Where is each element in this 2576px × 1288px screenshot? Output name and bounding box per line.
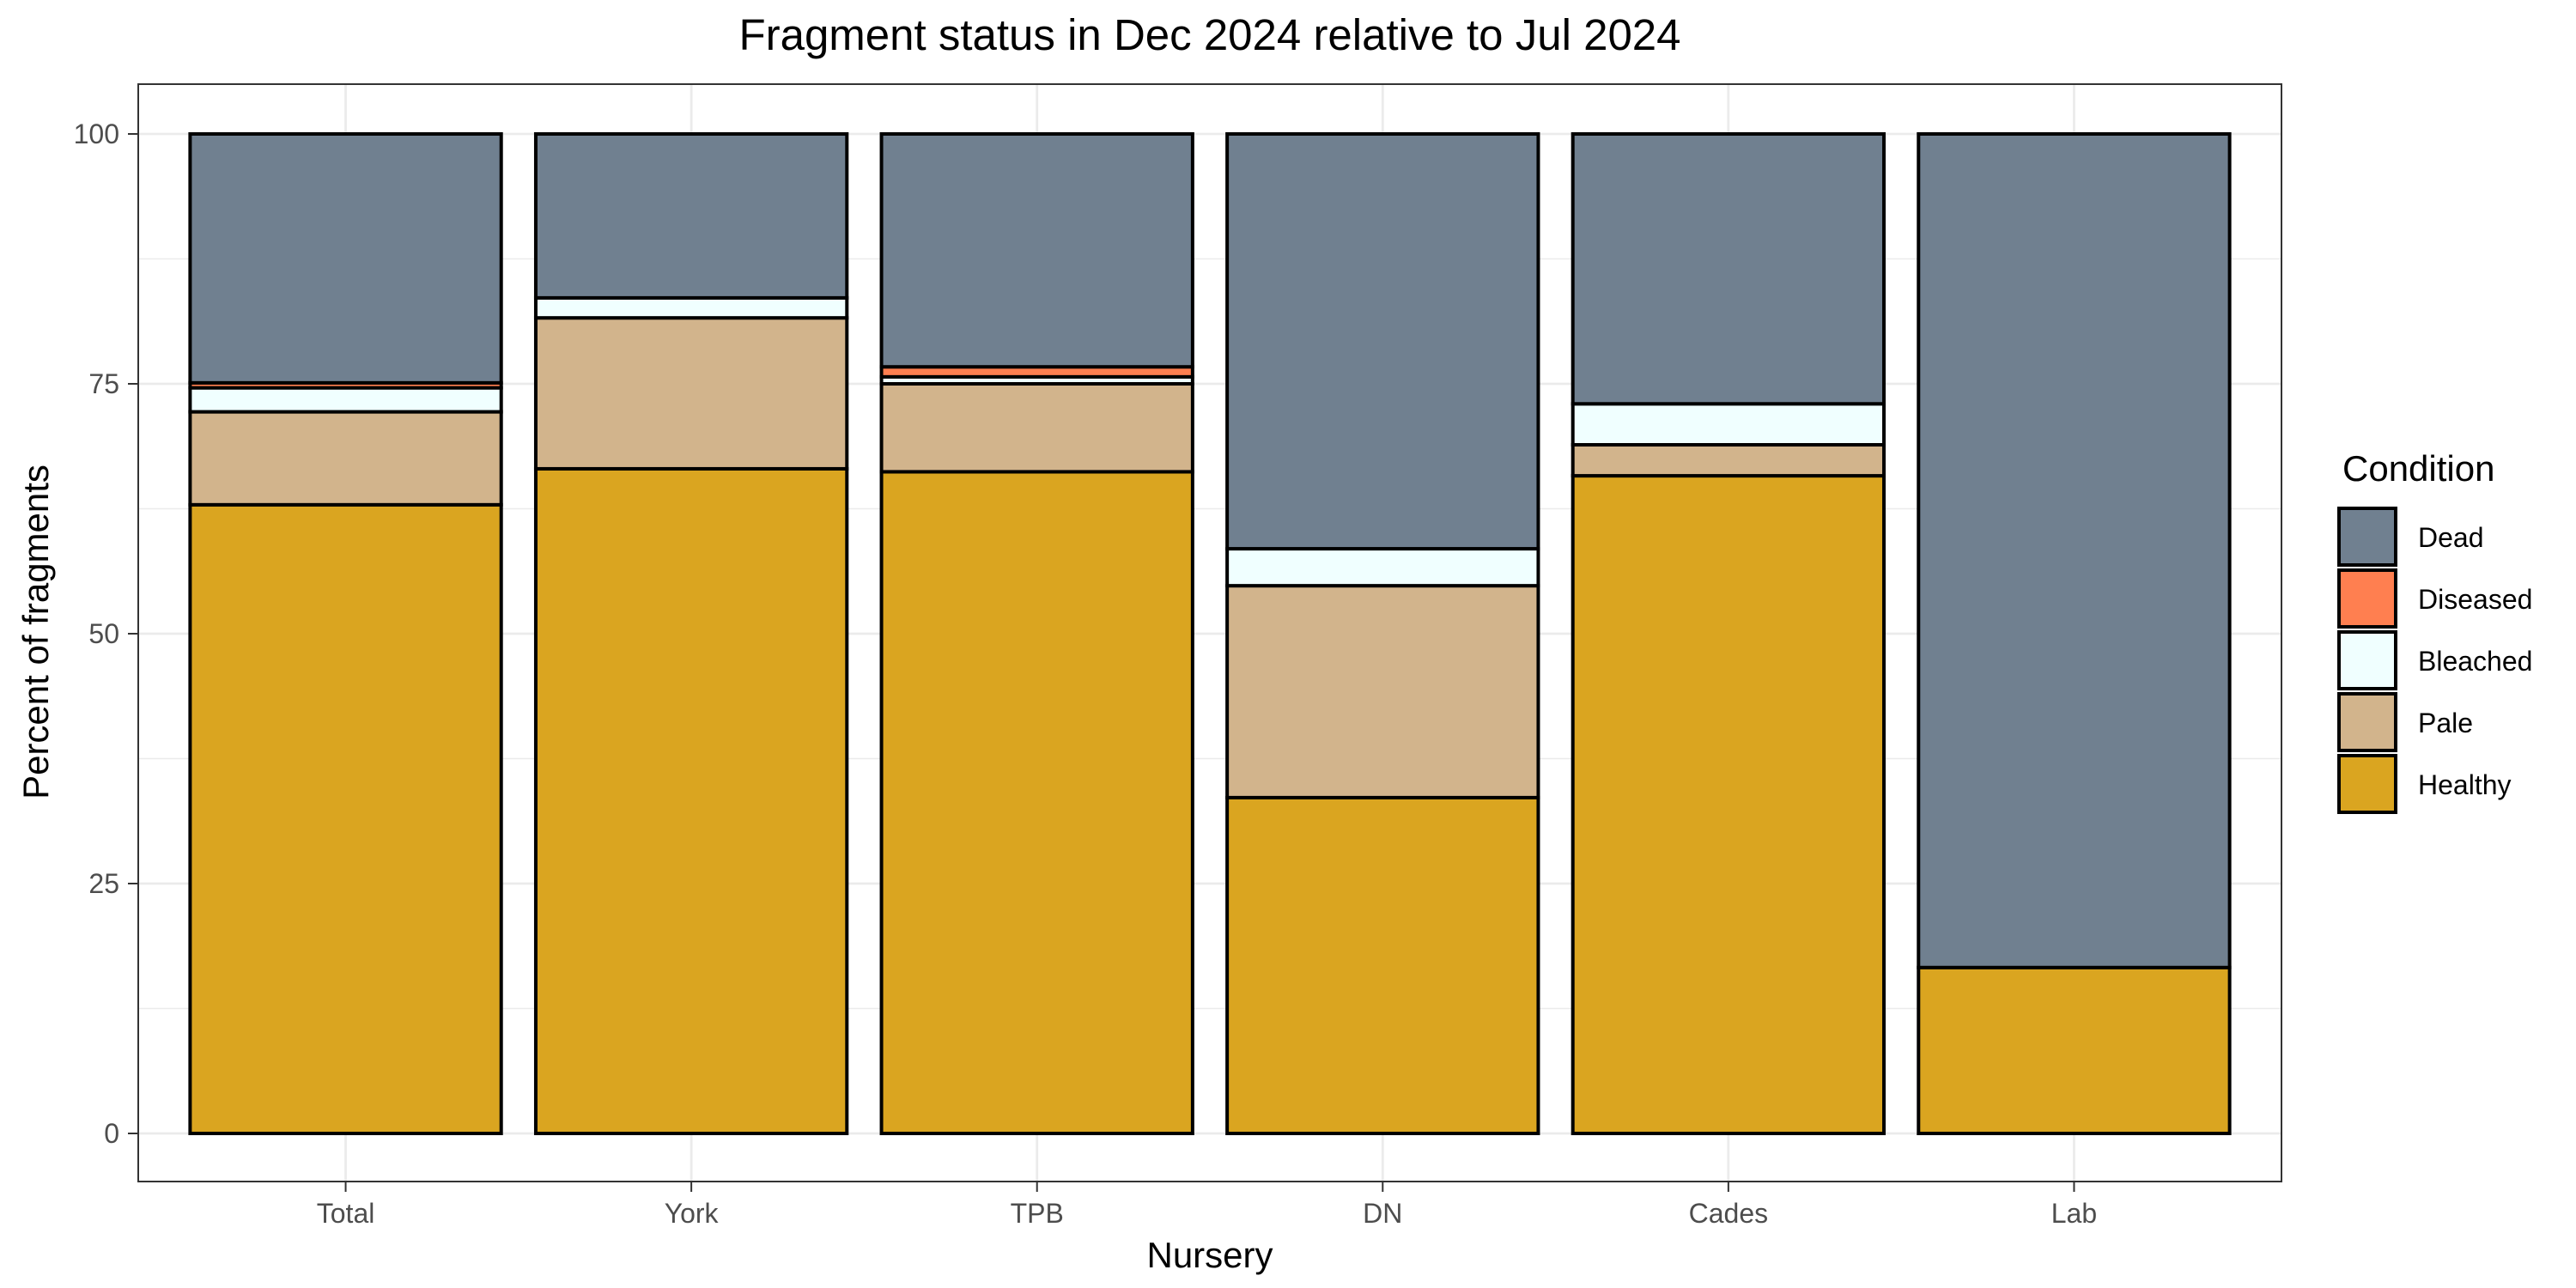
legend-key-bleached	[2337, 630, 2397, 690]
bar-segment-healthy-dn	[1225, 795, 1540, 1135]
bar-segment-healthy-cades	[1571, 474, 1886, 1135]
y-tick-label: 50	[88, 618, 119, 649]
legend-key-healthy	[2337, 754, 2397, 814]
legend-label-diseased: Diseased	[2418, 584, 2532, 615]
bar-segment-healthy-lab	[1917, 965, 2232, 1135]
bar-segment-pale-york	[533, 316, 849, 471]
bar-segment-dead-tpb	[879, 132, 1194, 369]
bar-segment-bleached-dn	[1225, 547, 1540, 588]
legend: Condition Dead Diseased Bleached Pale Health…	[2337, 448, 2532, 814]
bar-segment-bleached-cades	[1571, 402, 1886, 447]
bar-segment-dead-total	[188, 132, 503, 385]
legend-key-pale	[2337, 692, 2397, 752]
bar-segment-dead-lab	[1917, 132, 2232, 969]
legend-label-bleached: Bleached	[2418, 646, 2532, 677]
x-tick-label: TPB	[1011, 1198, 1064, 1229]
bar-segment-pale-tpb	[879, 382, 1194, 474]
bar-segment-pale-cades	[1571, 443, 1886, 478]
bar-segment-pale-total	[188, 410, 503, 507]
y-tick-label: 0	[104, 1118, 119, 1149]
x-tick-label: DN	[1363, 1198, 1402, 1229]
y-axis-ticks: 0 25 50 75 100	[74, 118, 138, 1149]
chart-title: Fragment status in Dec 2024 relative to …	[738, 10, 1680, 59]
bar-segment-dead-york	[533, 132, 849, 300]
x-tick-label: Lab	[2051, 1198, 2097, 1229]
x-tick-label: Total	[317, 1198, 375, 1229]
bar-segment-bleached-york	[533, 295, 849, 320]
x-tick-label: York	[665, 1198, 720, 1229]
bar-segment-bleached-total	[188, 386, 503, 414]
y-tick-label: 25	[88, 868, 119, 899]
y-axis-title: Percent of fragments	[15, 465, 56, 799]
stacked-bars	[188, 132, 2232, 1135]
y-tick-label: 75	[88, 368, 119, 399]
legend-key-diseased	[2337, 568, 2397, 629]
legend-title: Condition	[2342, 448, 2494, 489]
bar-segment-healthy-total	[188, 502, 503, 1135]
bar-segment-dead-dn	[1225, 132, 1540, 551]
bar-segment-pale-dn	[1225, 584, 1540, 799]
y-tick-label: 100	[74, 118, 119, 149]
legend-label-pale: Pale	[2418, 708, 2473, 738]
x-axis-title: Nursery	[1146, 1235, 1273, 1275]
legend-label-dead: Dead	[2418, 522, 2484, 553]
legend-key-dead	[2337, 507, 2397, 567]
legend-label-healthy: Healthy	[2418, 769, 2512, 800]
bar-segment-healthy-york	[533, 466, 849, 1135]
x-tick-label: Cades	[1689, 1198, 1769, 1229]
bar-segment-healthy-tpb	[879, 470, 1194, 1135]
bar-segment-dead-cades	[1571, 132, 1886, 406]
x-axis-ticks: Total York TPB DN Cades Lab	[317, 1182, 2097, 1229]
